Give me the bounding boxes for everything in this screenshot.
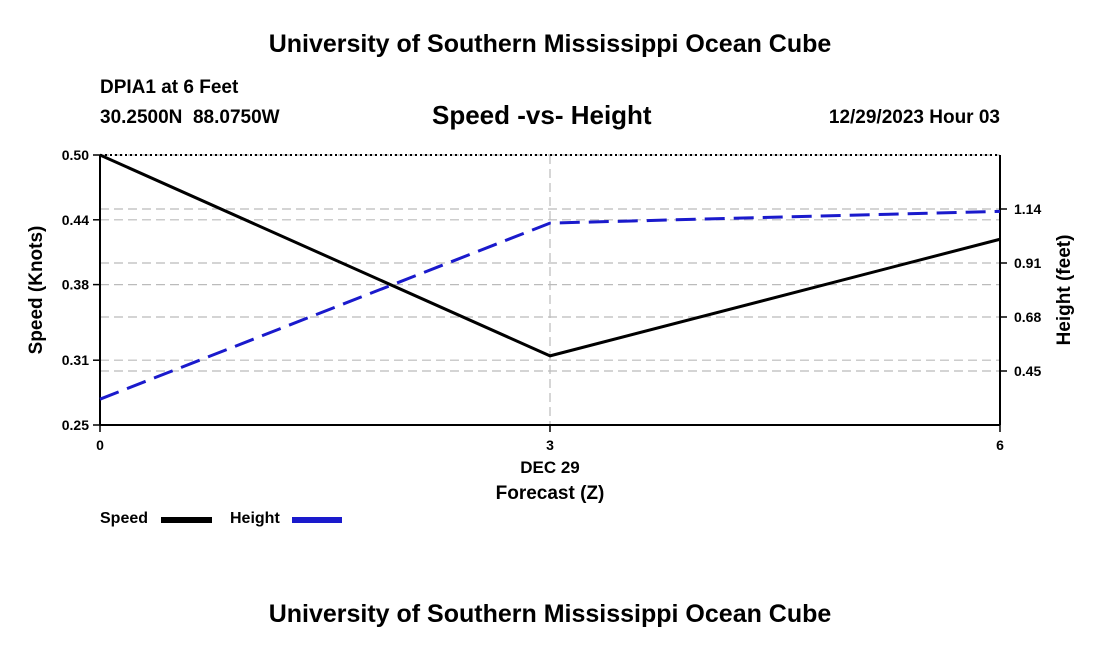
legend-height-swatch xyxy=(292,517,342,523)
legend-speed-swatch xyxy=(161,517,212,523)
date-label: 12/29/2023 Hour 03 xyxy=(828,107,1000,128)
coordinates-label: 30.2500N 88.0750W xyxy=(100,107,280,128)
legend-speed-label: Speed xyxy=(100,510,149,527)
y-tick-label-left-2: 0.38 xyxy=(62,277,89,293)
y-tick-label-left-4: 0.25 xyxy=(62,417,89,433)
chart-title: Speed -vs- Height xyxy=(432,100,652,130)
station-label: DPIA1 at 6 Feet xyxy=(100,77,239,98)
legend-height-label: Height xyxy=(230,510,280,527)
x-tick-label-1: 3 xyxy=(546,437,554,453)
page-title: University of Southern Mississippi Ocean… xyxy=(268,30,832,58)
y-tick-label-left-1: 0.44 xyxy=(62,212,89,228)
y-tick-label-right-0: 1.14 xyxy=(1014,201,1041,217)
y-tick-label-right-1: 0.91 xyxy=(1014,255,1041,271)
y-tick-label-right-2: 0.68 xyxy=(1014,309,1041,325)
x-axis-label: Forecast (Z) xyxy=(495,483,605,504)
y-axis-label-right: Height (feet) xyxy=(1054,234,1075,346)
x-tick-label-2: 6 xyxy=(996,437,1004,453)
y-tick-label-left-0: 0.50 xyxy=(62,147,89,163)
x-tick-label-0: 0 xyxy=(96,437,104,453)
y-tick-label-right-3: 0.45 xyxy=(1014,363,1041,379)
x-axis-date: DEC 29 xyxy=(520,458,580,477)
y-tick-label-left-3: 0.31 xyxy=(62,352,89,368)
footer-title: University of Southern Mississippi Ocean… xyxy=(268,600,832,628)
y-axis-label-left: Speed (Knots) xyxy=(26,225,47,355)
